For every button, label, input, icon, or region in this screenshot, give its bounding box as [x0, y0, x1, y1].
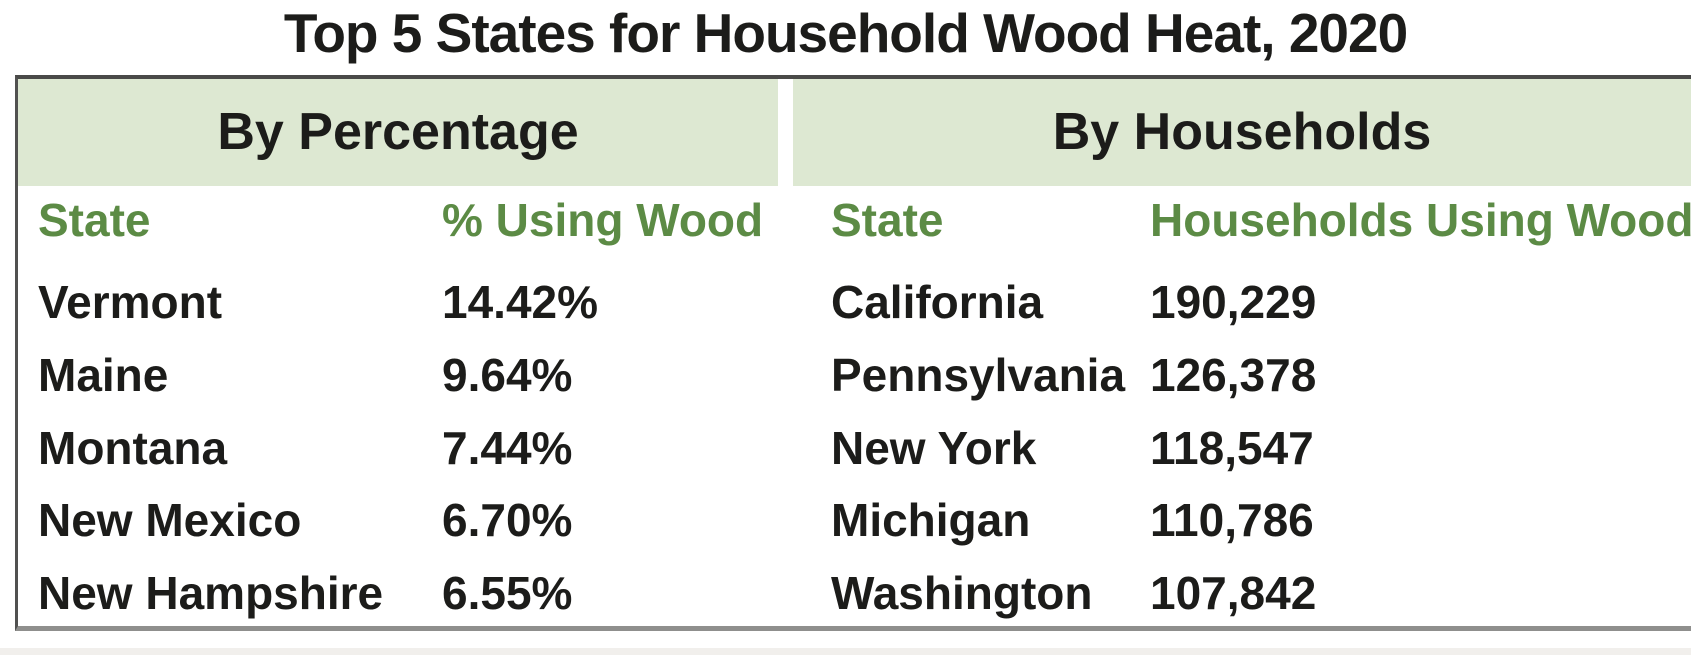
bottom-strip	[0, 648, 1691, 655]
table-row: Vermont 14.42% California 190,229	[18, 266, 1691, 338]
cell-state-households: California	[831, 276, 1044, 328]
cell-percent-value: 6.55%	[442, 567, 573, 619]
cell-state-households: Michigan	[831, 494, 1031, 546]
cell-state-percentage: Maine	[38, 349, 169, 401]
cell-percent-value: 9.64%	[442, 349, 573, 401]
cell-state-percentage: Montana	[38, 422, 228, 474]
column-header-row: State % Using Wood State Households Usin…	[18, 184, 1691, 256]
table-row: New Hampshire 6.55% Washington 107,842	[18, 557, 1691, 629]
cell-households-value: 118,547	[1150, 422, 1314, 474]
section-header-by-households: By Households	[793, 79, 1691, 186]
cell-state-percentage: New Mexico	[38, 494, 302, 546]
cell-households-value: 107,842	[1150, 567, 1317, 619]
column-header-percent-using-wood: % Using Wood	[442, 194, 764, 246]
section-divider	[778, 79, 793, 186]
section-header-by-percentage: By Percentage	[18, 79, 778, 186]
table-row: New Mexico 6.70% Michigan 110,786	[18, 484, 1691, 556]
cell-households-value: 126,378	[1150, 349, 1317, 401]
wood-heat-table: By Percentage By Households State % Usin…	[15, 75, 1691, 631]
cell-state-percentage: New Hampshire	[38, 567, 384, 619]
column-header-state-households: State	[831, 194, 944, 246]
table-row: Maine 9.64% Pennsylvania 126,378	[18, 339, 1691, 411]
cell-state-households: Washington	[831, 567, 1093, 619]
section-title-by-households: By Households	[1052, 103, 1432, 161]
column-header-state-percentage: State	[38, 194, 151, 246]
cell-households-value: 110,786	[1150, 494, 1314, 546]
column-header-households-using-wood: Households Using Wood	[1150, 194, 1691, 246]
cell-percent-value: 6.70%	[442, 494, 573, 546]
table-row: Montana 7.44% New York 118,547	[18, 412, 1691, 484]
cell-households-value: 190,229	[1150, 276, 1317, 328]
cell-state-households: Pennsylvania	[831, 349, 1126, 401]
cell-state-percentage: Vermont	[38, 276, 223, 328]
section-title-by-percentage: By Percentage	[217, 103, 579, 161]
page-title: Top 5 States for Household Wood Heat, 20…	[283, 2, 1408, 64]
cell-percent-value: 7.44%	[442, 422, 573, 474]
cell-percent-value: 14.42%	[442, 276, 599, 328]
cell-state-households: New York	[831, 422, 1037, 474]
